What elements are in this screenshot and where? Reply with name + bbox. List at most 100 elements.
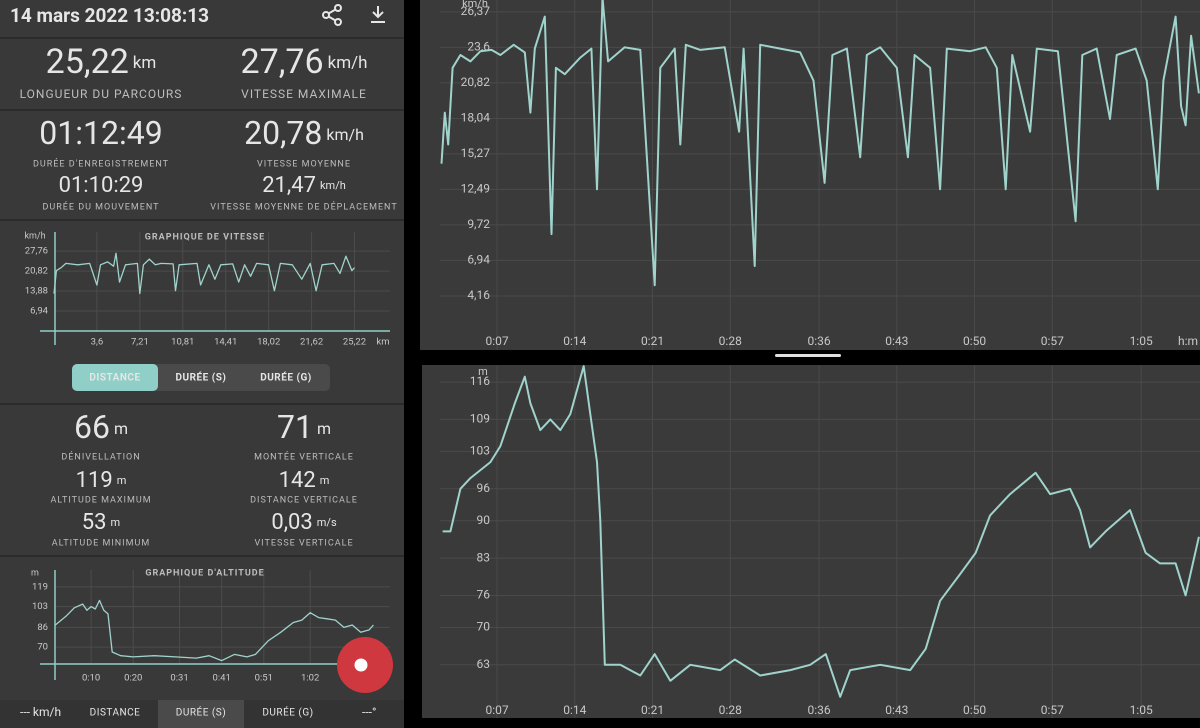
stat-value: 21,47 km/h	[262, 173, 346, 198]
x-tick-label: 10,81	[171, 337, 194, 348]
y-tick-label: 70	[37, 642, 48, 653]
stat-value: 25,22 km	[46, 42, 157, 82]
stat-value: 53 m	[82, 510, 120, 535]
x-tick-label: 0:41	[213, 673, 231, 684]
tab-label[interactable]: DURÉE (S)	[176, 371, 227, 384]
stat-value: 119 m	[76, 468, 127, 493]
stat-number: 119	[76, 468, 113, 493]
stat-number: 25,22	[46, 42, 129, 82]
x-tick-label: 0:36	[808, 703, 831, 717]
stat-value: 01:12:49	[39, 114, 162, 152]
stat-number: 21,47	[262, 173, 316, 198]
x-tick-label: 0:21	[641, 703, 664, 717]
x-tick-label: 0:28	[719, 703, 742, 717]
y-tick-label: 12,49	[461, 182, 490, 196]
y-tick-label: 6,94	[467, 253, 490, 267]
chart-title: GRAPHIQUE DE VITESSE	[145, 232, 266, 242]
x-axis-label: h:m	[1178, 334, 1198, 348]
stat-number: 27,76	[240, 42, 323, 82]
data-line	[442, 365, 1200, 698]
x-tick-label: 0:28	[719, 334, 742, 348]
y-tick-label: 18,04	[461, 111, 491, 125]
y-tick-label: 20,82	[461, 75, 491, 89]
stat-label: LONGUEUR DU PARCOURS	[20, 87, 183, 101]
y-tick-label: 6,94	[30, 306, 49, 317]
stat-value: 66 m	[74, 408, 128, 446]
stat-value: 0,03 m/s	[271, 510, 337, 535]
x-tick-label: 0:07	[485, 334, 508, 348]
y-tick-label: 63	[477, 657, 491, 671]
tab-label[interactable]: DISTANCE	[89, 373, 140, 384]
x-tick-label: 1:02	[301, 673, 319, 684]
speed-panel	[420, 0, 1200, 350]
y-tick-label: 109	[470, 412, 490, 426]
speed-readout: --- km/h	[20, 705, 61, 719]
drag-handle[interactable]	[775, 354, 841, 357]
x-tick-label: 0:57	[1041, 334, 1064, 348]
x-tick-label: 0:14	[563, 334, 586, 348]
x-tick-label: 1:05	[1130, 334, 1153, 348]
tab-selected	[72, 364, 158, 391]
stat-number: 71	[277, 408, 313, 446]
stat-label: ALTITUDE MAXIMUM	[50, 495, 151, 505]
x-tick-label: 25,22	[343, 337, 366, 348]
stat-label: VITESSE MOYENNE DE DÉPLACEMENT	[210, 200, 397, 212]
stat-label: DISTANCE VERTICALE	[250, 495, 358, 505]
stat-unit: km/h	[326, 125, 364, 144]
x-tick-label: 0:31	[170, 673, 188, 684]
x-tick-label: 0:43	[885, 334, 908, 348]
chart-title: GRAPHIQUE D'ALTITUDE	[145, 568, 264, 578]
stat-value: 142 m	[279, 468, 330, 493]
y-tick-label: 76	[477, 588, 491, 602]
stat-value: 20,78 km/h	[244, 114, 364, 152]
stat-value: 71 m	[277, 408, 331, 446]
x-tick-label: 0:43	[885, 703, 908, 717]
stat-label: ALTITUDE MINIMUM	[52, 538, 150, 548]
y-axis-label: m	[31, 568, 39, 578]
stat-label: DURÉE DU MOUVEMENT	[42, 200, 159, 212]
x-tick-label: 0:14	[563, 703, 586, 717]
bottom-tab-label[interactable]: DISTANCE	[90, 708, 141, 719]
stat-value: 27,76 km/h	[240, 42, 367, 82]
y-tick-label: 26,37	[461, 4, 491, 18]
stat-number: 01:10:29	[59, 173, 144, 198]
stat-label: DURÉE D'ENREGISTREMENT	[33, 157, 169, 169]
x-tick-label: 0:36	[808, 334, 831, 348]
stat-unit: m	[114, 419, 128, 438]
y-tick-label: 90	[477, 513, 491, 527]
y-tick-label: 13,88	[25, 286, 48, 297]
record-dot	[354, 658, 368, 672]
x-tick-label: 0:10	[82, 673, 100, 684]
share-icon[interactable]	[322, 4, 342, 26]
stat-unit: km/h	[320, 179, 346, 192]
y-tick-label: 116	[470, 374, 490, 388]
dividers	[0, 37, 404, 557]
y-axis-label: km/h	[24, 231, 45, 241]
tab-label[interactable]: DURÉE (G)	[260, 371, 312, 384]
x-tick-label: 7,21	[131, 337, 149, 348]
stat-unit: m	[320, 474, 330, 487]
bottom-tab-label[interactable]: DURÉE (G)	[262, 706, 313, 719]
download-icon[interactable]	[371, 6, 385, 23]
bottom-tab-label[interactable]: DURÉE (S)	[176, 706, 226, 719]
altitude-panel	[422, 365, 1200, 718]
stat-label: VITESSE VERTICALE	[254, 538, 353, 548]
y-tick-label: 83	[477, 550, 491, 564]
x-tick-label: 1:05	[1130, 703, 1153, 717]
stat-label: VITESSE MOYENNE	[257, 159, 351, 169]
y-tick-label: 20,82	[25, 266, 48, 277]
y-axis-label: km/h	[462, 0, 488, 10]
data-line	[53, 252, 355, 295]
x-tick-label: 0:20	[124, 673, 142, 684]
stat-unit: m	[317, 419, 331, 438]
x-tick-label: 3,6	[91, 337, 104, 348]
stat-number: 01:12:49	[39, 114, 162, 152]
y-tick-label: 15,27	[461, 146, 491, 160]
x-tick-label: 0:57	[1041, 703, 1064, 717]
x-tick-label: 0:51	[255, 673, 273, 684]
stat-label: DÉNIVELLATION	[61, 450, 140, 462]
y-tick-label: 103	[32, 601, 48, 612]
y-tick-label: 9,72	[467, 217, 490, 231]
y-tick-label: 103	[470, 444, 490, 458]
